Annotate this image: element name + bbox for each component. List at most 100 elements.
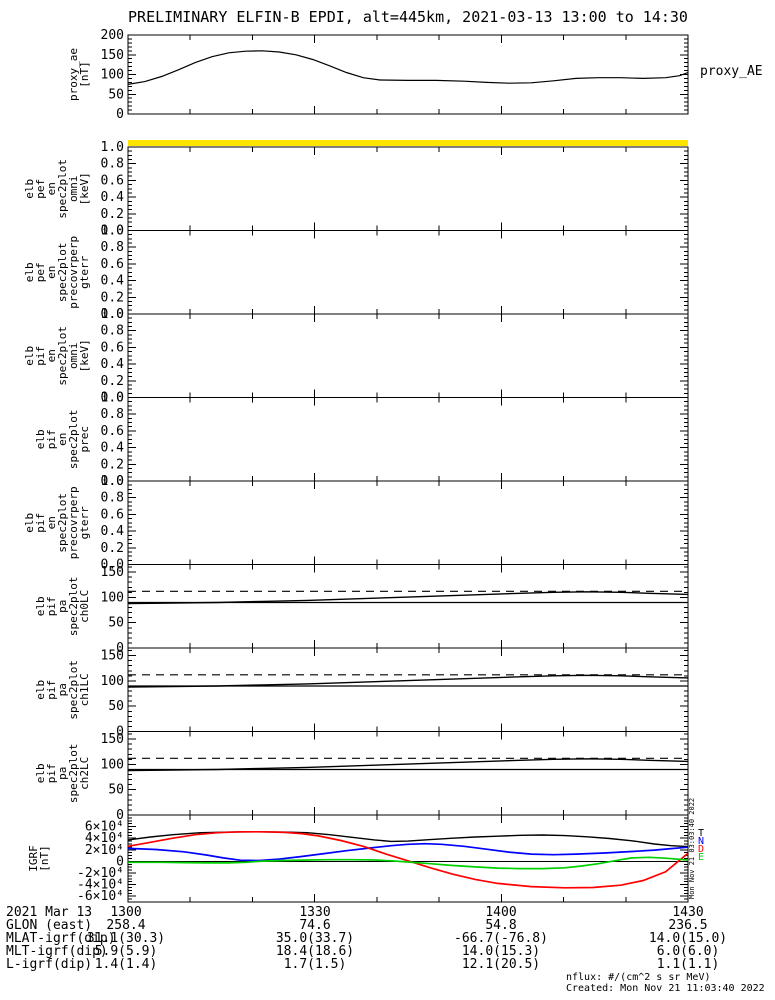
y-tick-label: 0.4 (101, 524, 125, 539)
y-axis-label-word: pif (45, 680, 58, 700)
y-tick-label: 0.4 (101, 357, 125, 372)
axis-value: 74.6 (299, 918, 331, 933)
panel-frame (127, 480, 689, 565)
y-tick-label: 1.0 (101, 224, 124, 239)
y-tick-label: 0.4 (101, 274, 125, 289)
y-tick-label: 4×10⁴ (85, 831, 124, 846)
panel-proxy_ae: 0 50 100 150 200 proxy_ae[nT] (67, 28, 689, 122)
axis-row-label: MLT-igrf(dip) (6, 944, 108, 959)
y-tick-label: 50 (108, 87, 124, 102)
legend-T: T (698, 828, 704, 839)
y-axis-label-word: pif (34, 513, 47, 533)
y-tick-label: -6×10⁴ (77, 889, 124, 904)
panel-frame (127, 34, 689, 115)
y-tick-label: 0.6 (101, 340, 124, 355)
y-axis-label-word: elb (34, 680, 47, 700)
y-axis-label-word: elb (23, 513, 36, 533)
y-axis-label-word: spec2plot (56, 159, 69, 219)
y-axis-label-word: spec2plot (67, 660, 80, 720)
panel-frame (127, 564, 689, 649)
y-tick-label: 0.2 (101, 207, 124, 222)
y-tick-label: 0.0 (101, 391, 124, 406)
y-axis-label-word: [keV] (78, 339, 91, 372)
panel-frame (127, 731, 689, 816)
y-axis-label-word: pa (56, 600, 69, 613)
axis-value: 14.0(15.0) (648, 931, 728, 946)
y-tick-label: 50 (108, 699, 124, 714)
y-axis-label-word: gterr (78, 506, 91, 539)
y-axis-label-word: proxy_ae (67, 48, 80, 101)
y-axis-label-word: elb (34, 596, 47, 616)
y-axis-label-word: pif (34, 346, 47, 366)
y-tick-label: 0.8 (101, 324, 124, 339)
y-tick-label: 1.0 (101, 391, 124, 406)
panel-elb_pef_en_spec2plot_omni: 0.0 0.2 0.4 0.60.8 1.0 elbpefenspec2plotomni[… (23, 140, 689, 239)
y-axis-label-word: elb (23, 179, 36, 199)
y-axis-label-word: spec2plot (56, 242, 69, 302)
series-loss_cone (127, 758, 689, 772)
y-axis-label-word: pif (45, 596, 58, 616)
y-axis-label-word: [nT] (78, 61, 91, 88)
y-axis-label-word: spec2plot (67, 576, 80, 636)
y-tick-label: 100 (101, 674, 124, 689)
axis-row-label: 2021 Mar 13 (6, 905, 93, 920)
y-tick-label: 0.6 (101, 424, 124, 439)
y-axis-label-word: en (45, 266, 58, 279)
y-tick-label: 0.6 (101, 257, 124, 272)
panel-frame (127, 146, 689, 231)
y-axis-label-word: en (45, 516, 58, 529)
y-tick-label: 0.0 (101, 474, 124, 489)
axis-value: 236.5 (668, 918, 708, 933)
y-tick-label: 0.4 (101, 190, 125, 205)
y-axis-label-word: spec2plot (56, 326, 69, 386)
axis-row-label: MLAT-igrf(dip) (6, 931, 116, 946)
y-tick-label: 0 (116, 641, 124, 656)
panel-frame (127, 313, 689, 398)
y-tick-label: 0.6 (101, 173, 124, 188)
panel-elb_pif_en_spec2plot_precovrperp_gterr: 0.0 0.2 0.4 0.60.8 1.0 elbpifenspec2plotpreco… (23, 474, 689, 573)
y-axis-label-word: elb (23, 262, 36, 282)
y-axis-label-word: pif (45, 429, 58, 449)
axis-value: 1400 (485, 905, 517, 920)
y-axis-label-word: elb (34, 429, 47, 449)
y-axis-label-word: elb (23, 346, 36, 366)
y-axis-label-word: ch2LC (78, 757, 91, 790)
axis-value: -66.7(-76.8) (454, 931, 548, 946)
plot-title: PRELIMINARY ELFIN-B EPDI, alt=445km, 202… (128, 8, 688, 26)
y-axis-label-word: [nT] (38, 845, 51, 872)
y-tick-label: 0 (116, 808, 124, 823)
legend-E: E (698, 852, 704, 863)
series-E (128, 856, 689, 870)
y-tick-label: 100 (101, 68, 124, 83)
y-tick-label: 50 (108, 783, 124, 798)
panel-frame (127, 230, 689, 315)
y-axis-label-word: pif (45, 763, 58, 783)
y-axis-label-word: gterr (78, 255, 91, 288)
y-tick-label: 150 (101, 48, 124, 63)
y-tick-label: 0 (116, 854, 124, 869)
axis-row-label: GLON (east) (6, 918, 93, 933)
y-axis-label-word: pa (56, 683, 69, 696)
panel-elb_pif_en_spec2plot_omni: 0.0 0.2 0.4 0.60.8 1.0 elbpifenspec2plotomni[… (23, 307, 689, 406)
y-tick-label: 0.6 (101, 507, 124, 522)
y-tick-label: 0 (116, 725, 124, 740)
y-axis-label-word: en (56, 433, 69, 446)
y-tick-label: -2×10⁴ (77, 866, 124, 881)
axis-value: 18.4(18.6) (275, 944, 355, 959)
y-tick-label: 0.8 (101, 407, 124, 422)
y-axis-label-word: IGRF (27, 845, 40, 872)
flag-bar (128, 140, 688, 146)
series-loss_cone (127, 591, 689, 605)
y-axis-label-word: en (45, 349, 58, 362)
y-tick-label: 0.8 (101, 491, 124, 506)
panel-frame (127, 397, 689, 482)
y-axis-label-word: ch1LC (78, 673, 91, 706)
axis-value: 31.1(30.3) (86, 931, 166, 946)
series-proxy_AE (127, 50, 689, 85)
y-axis-label-word: prec (78, 426, 91, 453)
legend-D: D (698, 844, 704, 855)
